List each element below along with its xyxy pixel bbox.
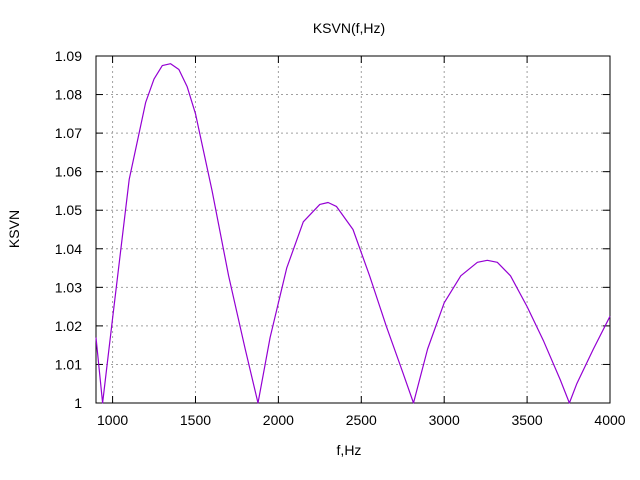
chart-title: KSVN(f,Hz) [313,20,385,36]
x-tick-label: 4000 [594,412,625,428]
plot-frame [95,55,611,404]
grid [96,56,610,403]
y-tick-label: 1.07 [55,125,82,141]
x-tick-label: 2500 [346,412,377,428]
x-tick-label: 2000 [263,412,294,428]
y-tick-label: 1.05 [55,202,82,218]
x-tick-labels: 1000 1500 2000 2500 3000 3500 4000 [97,412,626,428]
y-axis-label: KSVN [6,210,22,248]
y-tick-label: 1.06 [55,164,82,180]
x-tick-label: 3500 [512,412,543,428]
series-layer [95,63,611,404]
x-axis-label: f,Hz [337,442,362,458]
y-tick-label: 1.03 [55,279,82,295]
x-tick-label: 3000 [429,412,460,428]
y-tick-label: 1 [74,395,82,411]
y-tick-label: 1.08 [55,87,82,103]
y-tick-label: 1.09 [55,48,82,64]
series-line [95,63,611,404]
y-tick-label: 1.02 [55,318,82,334]
x-tick-label: 1500 [180,412,211,428]
tick-marks [96,55,611,404]
y-tick-label: 1.04 [55,241,82,257]
y-tick-labels: 1 1.01 1.02 1.03 1.04 1.05 1.06 1.07 1.08 1.09 [55,48,82,411]
x-tick-label: 1000 [97,412,128,428]
y-tick-label: 1.01 [55,356,82,372]
